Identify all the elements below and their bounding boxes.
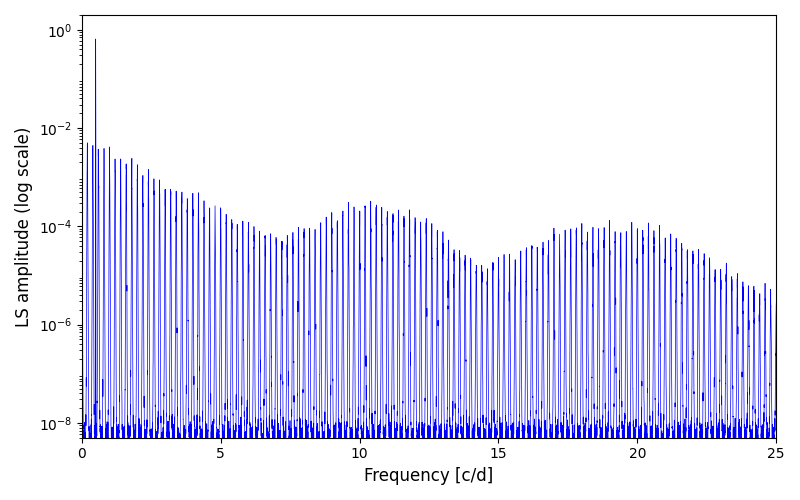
- X-axis label: Frequency [c/d]: Frequency [c/d]: [364, 467, 494, 485]
- Y-axis label: LS amplitude (log scale): LS amplitude (log scale): [15, 126, 33, 326]
